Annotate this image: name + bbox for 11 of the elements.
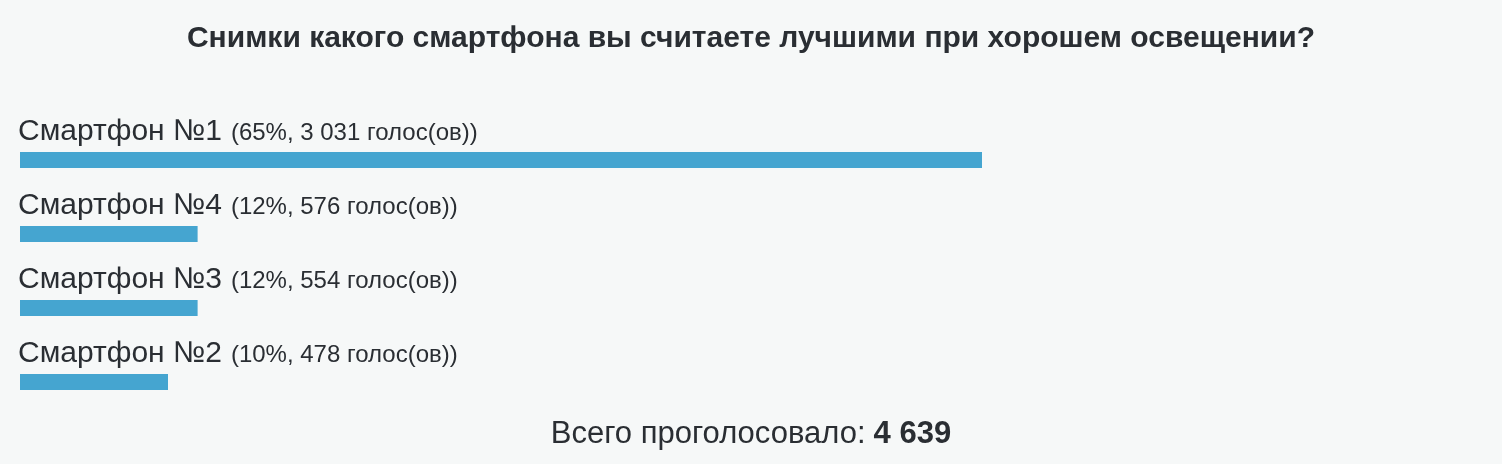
data-label: (10%, 478 голос(ов)) [230, 340, 458, 367]
data-label: (12%, 554 голос(ов)) [230, 266, 458, 293]
y-tick-label: Смартфон №3 [18, 261, 222, 294]
data-label: (12%, 576 голос(ов)) [230, 192, 458, 219]
chart-title: Снимки какого смартфона вы считаете лучшими при хорошем освещении? [186, 20, 1316, 53]
data-label: (65%, 3 031 голос(ов)) [230, 118, 478, 145]
y-tick-label: Смартфон №4 [18, 187, 222, 220]
text: Всего проголосовало: [550, 415, 866, 450]
text: 4 639 [873, 415, 952, 450]
y-tick-label: Смартфон №2 [18, 335, 222, 368]
y-tick-label: Смартфон №1 [18, 113, 222, 146]
